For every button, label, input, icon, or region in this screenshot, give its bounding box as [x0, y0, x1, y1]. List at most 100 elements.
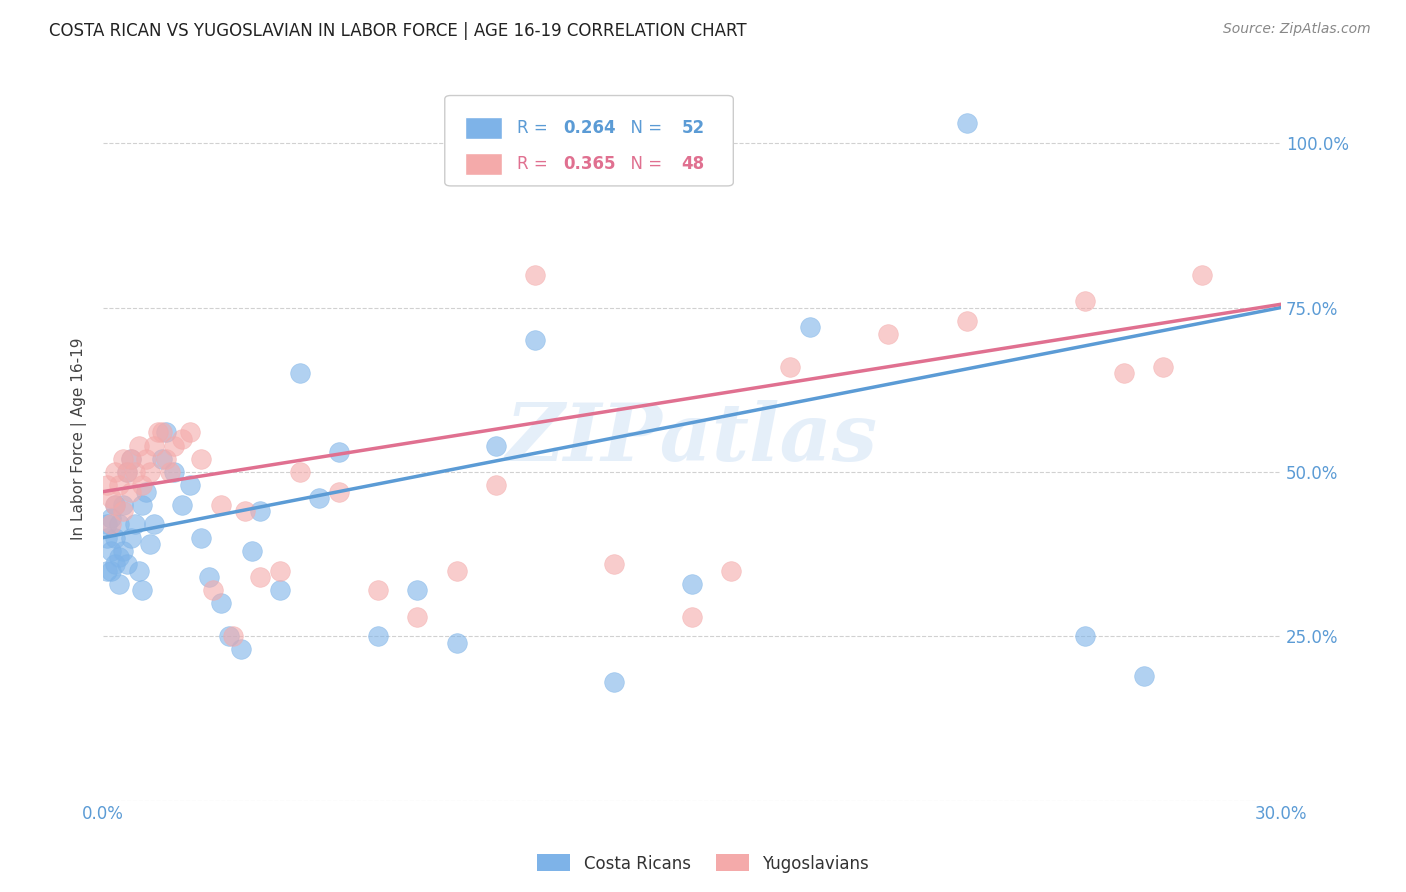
Point: [681, 576, 703, 591]
Point: [406, 583, 429, 598]
Point: [524, 334, 547, 348]
Point: [146, 425, 169, 440]
Point: [150, 425, 173, 440]
Point: [150, 451, 173, 466]
Point: [143, 517, 166, 532]
Point: [100, 543, 122, 558]
Point: [170, 432, 193, 446]
Text: 0.365: 0.365: [564, 155, 616, 173]
Point: [131, 583, 153, 598]
Point: [120, 451, 142, 466]
Point: [524, 268, 547, 282]
Point: [155, 451, 177, 466]
Point: [328, 484, 350, 499]
Point: [108, 550, 131, 565]
Point: [720, 564, 742, 578]
Point: [1073, 629, 1095, 643]
Point: [159, 465, 181, 479]
Point: [222, 629, 245, 643]
Point: [877, 326, 900, 341]
Y-axis label: In Labor Force | Age 16-19: In Labor Force | Age 16-19: [72, 338, 87, 541]
Point: [229, 642, 252, 657]
Point: [1073, 293, 1095, 308]
Point: [233, 504, 256, 518]
Text: N =: N =: [620, 155, 668, 173]
Point: [681, 609, 703, 624]
Point: [111, 504, 134, 518]
Point: [446, 564, 468, 578]
Point: [367, 629, 389, 643]
Text: 52: 52: [682, 119, 704, 137]
Point: [956, 116, 979, 130]
Point: [209, 498, 232, 512]
Point: [108, 517, 131, 532]
Point: [602, 675, 624, 690]
Point: [111, 543, 134, 558]
Legend: Costa Ricans, Yugoslavians: Costa Ricans, Yugoslavians: [530, 847, 876, 880]
Point: [170, 498, 193, 512]
Point: [190, 531, 212, 545]
Point: [100, 491, 122, 506]
Point: [202, 583, 225, 598]
Point: [799, 320, 821, 334]
FancyBboxPatch shape: [465, 153, 502, 175]
Point: [779, 359, 801, 374]
Point: [249, 504, 271, 518]
Point: [218, 629, 240, 643]
Point: [1191, 268, 1213, 282]
Point: [485, 478, 508, 492]
Point: [190, 451, 212, 466]
Point: [269, 564, 291, 578]
Point: [104, 498, 127, 512]
Point: [602, 557, 624, 571]
Point: [120, 451, 142, 466]
Point: [100, 564, 122, 578]
Point: [100, 511, 122, 525]
Point: [100, 517, 122, 532]
Point: [242, 543, 264, 558]
Point: [179, 425, 201, 440]
Point: [124, 465, 146, 479]
Point: [155, 425, 177, 440]
Point: [367, 583, 389, 598]
Point: [139, 537, 162, 551]
Point: [124, 517, 146, 532]
Point: [135, 484, 157, 499]
Point: [115, 465, 138, 479]
Point: [128, 439, 150, 453]
Point: [163, 439, 186, 453]
Point: [128, 564, 150, 578]
Point: [104, 465, 127, 479]
Text: Source: ZipAtlas.com: Source: ZipAtlas.com: [1223, 22, 1371, 37]
Point: [108, 478, 131, 492]
Point: [179, 478, 201, 492]
Point: [139, 465, 162, 479]
Text: R =: R =: [516, 155, 553, 173]
Point: [143, 439, 166, 453]
Point: [120, 484, 142, 499]
Text: 48: 48: [682, 155, 704, 173]
Point: [104, 531, 127, 545]
Point: [96, 531, 118, 545]
Text: COSTA RICAN VS YUGOSLAVIAN IN LABOR FORCE | AGE 16-19 CORRELATION CHART: COSTA RICAN VS YUGOSLAVIAN IN LABOR FORC…: [49, 22, 747, 40]
Point: [104, 498, 127, 512]
Point: [446, 636, 468, 650]
Point: [111, 498, 134, 512]
Text: R =: R =: [516, 119, 553, 137]
Point: [108, 576, 131, 591]
Point: [209, 596, 232, 610]
Point: [288, 366, 311, 380]
Point: [1152, 359, 1174, 374]
Point: [198, 570, 221, 584]
Text: ZIPatlas: ZIPatlas: [506, 401, 879, 478]
Point: [406, 609, 429, 624]
Point: [96, 564, 118, 578]
Point: [111, 451, 134, 466]
Point: [308, 491, 330, 506]
Point: [1132, 669, 1154, 683]
Point: [131, 498, 153, 512]
Point: [328, 445, 350, 459]
Point: [120, 531, 142, 545]
Point: [96, 517, 118, 532]
Point: [269, 583, 291, 598]
